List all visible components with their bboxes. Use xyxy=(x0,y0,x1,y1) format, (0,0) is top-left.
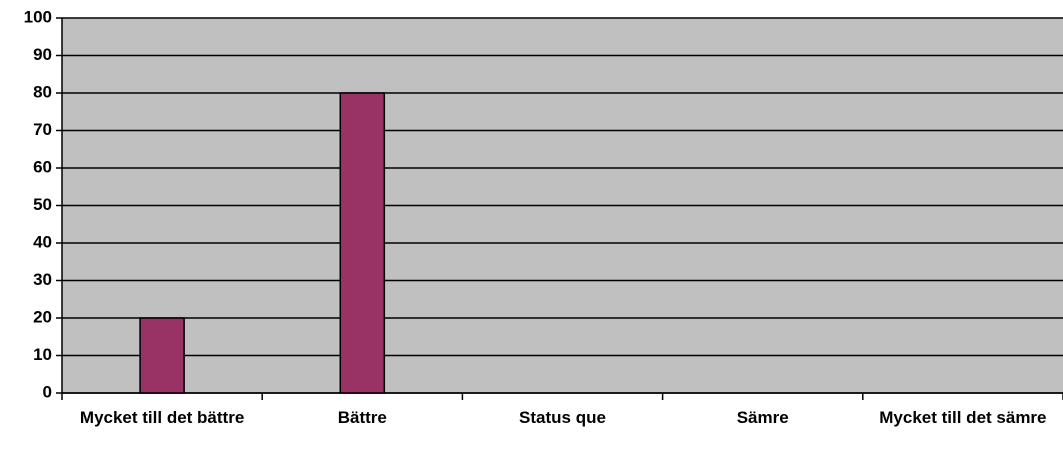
x-tick-label: Bättre xyxy=(337,408,387,427)
bar xyxy=(139,317,185,394)
y-tick-label: 100 xyxy=(24,7,52,26)
y-tick-label: 40 xyxy=(33,232,52,251)
bar xyxy=(339,92,386,394)
x-tick-label: Status que xyxy=(519,408,606,427)
y-tick-label: 60 xyxy=(33,157,52,176)
y-tick-label: 10 xyxy=(33,345,52,364)
x-tick-label: Sämre xyxy=(736,408,789,427)
y-tick-label: 0 xyxy=(43,382,52,401)
y-tick-label: 50 xyxy=(33,195,52,214)
y-tick-label: 70 xyxy=(33,120,52,139)
x-tick-label: Mycket till det bättre xyxy=(79,408,245,427)
y-tick-label: 30 xyxy=(33,270,52,289)
y-tick-label: 80 xyxy=(33,82,52,101)
y-tick-label: 90 xyxy=(33,45,52,64)
y-tick-label: 20 xyxy=(33,307,52,326)
x-tick-label: Mycket till det sämre xyxy=(879,408,1047,427)
